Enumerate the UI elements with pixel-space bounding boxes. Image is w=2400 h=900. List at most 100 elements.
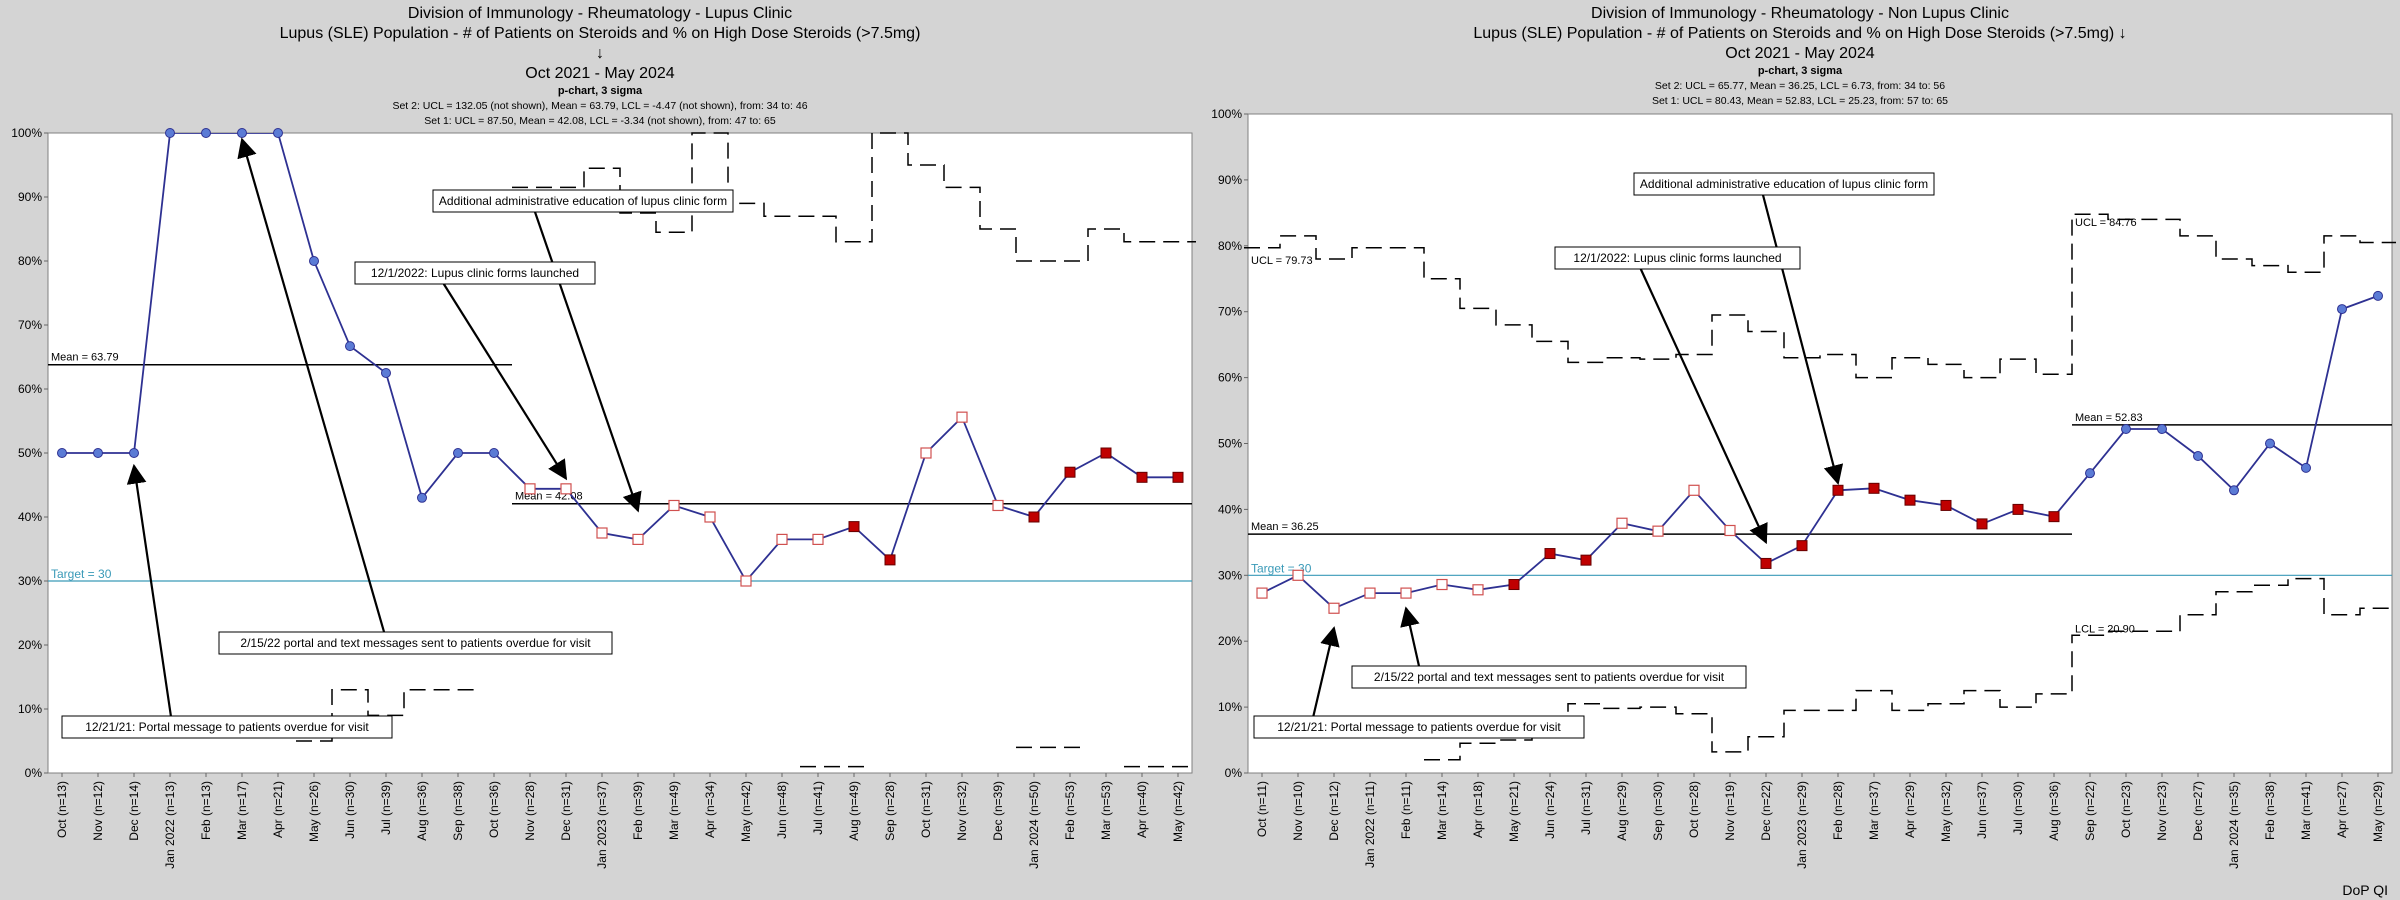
- right-lcl-label: LCL = 20.90: [2075, 623, 2135, 635]
- left-x-tick-label: Apr (n=34): [703, 781, 717, 838]
- left-data-point: [201, 128, 211, 138]
- right-data-point: [1796, 540, 1808, 552]
- left-data-point: [956, 411, 968, 423]
- right-x-tick-label: Feb (n=38): [2263, 781, 2277, 840]
- left-target-label: Target = 30: [51, 567, 112, 581]
- right-data-point: [1472, 584, 1484, 596]
- left-annotation-box: [61, 715, 393, 739]
- right-chart-title-line-2: Lupus (SLE) Population - # of Patients o…: [1473, 25, 2127, 42]
- left-chart-subtitle: p-chart, 3 sigma: [557, 85, 643, 97]
- right-x-tick-label: Oct (n=28): [1687, 781, 1701, 838]
- right-annotation-text: 2/15/22 portal and text messages sent to…: [1374, 670, 1725, 684]
- right-data-point: [1364, 587, 1376, 599]
- left-chart-svg: 0% 10% 20% 30% 40% 50% 60% 70% 80% 90% 100% Oct (n=…: [11, 126, 1196, 869]
- right-data-point: [1904, 494, 1916, 506]
- left-data-point: [129, 448, 139, 458]
- right-data-point: [1328, 602, 1340, 614]
- right-annotation-arrow: [1400, 606, 1421, 667]
- left-annotation-arrow: [237, 137, 386, 633]
- left-x-tick-label: Nov (n=28): [523, 781, 537, 841]
- right-x-tick-label: Mar (n=37): [1867, 781, 1881, 840]
- right-annotation-box: [1351, 665, 1747, 689]
- right-x-tick-label: Apr (n=27): [2335, 781, 2349, 838]
- right-x-tick-label: Dec (n=12): [1327, 781, 1341, 841]
- left-y-tick-label: 20%: [18, 638, 42, 652]
- left-y-tick-label: 10%: [18, 702, 42, 716]
- right-mean-label: Mean = 36.25: [1251, 521, 1319, 533]
- left-annotation-box: [432, 189, 734, 213]
- right-y-tick-label: 90%: [1218, 173, 1242, 187]
- right-x-tick-label: Aug (n=36): [2047, 781, 2061, 841]
- left-data-point: [57, 448, 67, 458]
- right-data-point: [2012, 503, 2024, 515]
- left-x-tick-label: Aug (n=49): [847, 781, 861, 841]
- left-data-point: [812, 533, 824, 546]
- right-annotation-text: 12/1/2022: Lupus clinic forms launched: [1573, 251, 1781, 265]
- right-data-point: [1832, 484, 1844, 496]
- right-plot-area: [1247, 113, 2393, 774]
- right-x-tick-label: Mar (n=41): [2299, 781, 2313, 840]
- left-x-tick-label: Jan 2022 (n=13): [163, 781, 177, 869]
- right-data-point: [2193, 451, 2203, 462]
- left-data-point: [740, 575, 752, 587]
- right-data-point: [1580, 554, 1592, 566]
- right-ucl-label-2: UCL = 84.76: [2075, 217, 2137, 229]
- right-data-point: [1724, 524, 1736, 537]
- left-y-tick-label: 0%: [25, 766, 43, 780]
- right-chart-title-block: Division of Immunology - Rheumatology - …: [1200, 4, 2400, 109]
- right-data-point: [2157, 424, 2167, 435]
- left-y-tick-label: 70%: [18, 318, 42, 332]
- left-chart-set-note-1: Set 1: UCL = 87.50, Mean = 42.08, LCL = …: [424, 115, 776, 127]
- left-x-tick-label: Apr (n=21): [271, 781, 285, 838]
- left-x-tick-label: Feb (n=39): [631, 781, 645, 840]
- right-chart-title-line-1: Division of Immunology - Rheumatology - …: [1591, 5, 2009, 22]
- left-x-tick-label: Dec (n=14): [127, 781, 141, 841]
- right-data-point: [1256, 587, 1268, 599]
- left-x-tick-label: Mar (n=17): [235, 781, 249, 840]
- right-x-tick-label: Jun (n=37): [1975, 781, 1989, 839]
- left-x-tick-label: Aug (n=36): [415, 781, 429, 841]
- right-data-point: [1544, 548, 1556, 560]
- left-data-point: [920, 447, 932, 459]
- left-chart-title-block: Division of Immunology - Rheumatology - …: [0, 4, 1200, 129]
- left-x-tick-label: Jun (n=30): [343, 781, 357, 839]
- left-y-tick-label: 40%: [18, 510, 42, 524]
- right-x-tick-label: Oct (n=11): [1255, 781, 1269, 837]
- left-y-tick-label: 50%: [18, 446, 42, 460]
- left-x-tick-label: Jan 2023 (n=37): [595, 781, 609, 869]
- left-lcl-line: [296, 689, 1196, 768]
- right-x-tick-label: Jan 2022 (n=11): [1363, 781, 1377, 868]
- left-plot-area: [47, 132, 1193, 774]
- left-data-point: [596, 527, 608, 539]
- right-x-tick-label: May (n=32): [1939, 781, 1953, 842]
- left-data-point: [381, 368, 391, 378]
- right-data-point: [1760, 557, 1772, 569]
- right-y-tick-label: 60%: [1218, 371, 1242, 385]
- right-chart-svg: 0% 10% 20% 30% 40% 50% 60% 70% 80% 90% 100% Oct (n=…: [1211, 107, 2396, 869]
- right-mean-label: Mean = 52.83: [2075, 412, 2143, 424]
- right-x-tick-label: Jul (n=31): [1579, 781, 1593, 835]
- right-annotation-arrow: [1639, 268, 1768, 545]
- left-data-point: [93, 448, 103, 458]
- right-x-tick-label: Dec (n=27): [2191, 781, 2205, 841]
- right-annotation-text: 12/21/21: Portal message to patients ove…: [1277, 720, 1561, 734]
- right-x-tick-label: Jun (n=24): [1543, 781, 1557, 839]
- right-x-tick-label: May (n=21): [1507, 781, 1521, 842]
- left-data-point: [848, 521, 860, 533]
- right-annotation-box: [1633, 172, 1935, 196]
- left-data-point: [704, 511, 716, 523]
- left-x-tick-label: May (n=42): [1171, 781, 1185, 842]
- left-data-point: [560, 483, 572, 495]
- left-x-tick-label: May (n=42): [739, 781, 753, 842]
- left-data-point: [632, 533, 644, 546]
- right-data-point: [1436, 578, 1448, 591]
- left-data-point: [668, 499, 680, 512]
- right-data-point: [1976, 518, 1988, 530]
- left-annotation-box: [354, 261, 596, 285]
- left-data-point: [992, 499, 1004, 512]
- right-x-tick-label: Feb (n=28): [1831, 781, 1845, 840]
- right-data-point: [2301, 462, 2311, 473]
- left-data-point: [453, 448, 463, 458]
- left-x-tick-label: Feb (n=53): [1063, 781, 1077, 840]
- left-data-point: [165, 128, 175, 138]
